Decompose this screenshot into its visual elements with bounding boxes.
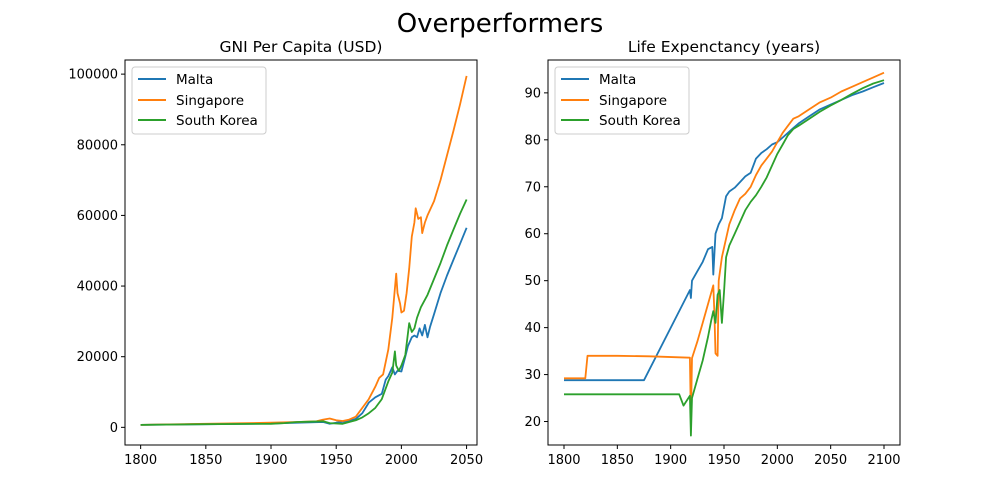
gni-x-tick-label: 2050 [450, 453, 483, 468]
gni-series-south-korea [140, 199, 468, 426]
gni-y-tick-label: 20000 [77, 350, 118, 365]
gni-y-tick-label: 60000 [77, 209, 118, 224]
life-expectancy-y-tick-label: 20 [524, 415, 541, 430]
life-expectancy-y-tick-label: 40 [524, 321, 541, 336]
gni-x-tick-label: 1800 [124, 453, 157, 468]
figure-title: Overperformers [397, 9, 604, 39]
gni-y-tick-label: 100000 [68, 68, 118, 83]
gni-legend-label-south-korea: South Korea [176, 113, 258, 129]
life-expectancy-plot-frame [547, 59, 901, 446]
gni-chart: GNI Per Capita (USD) 1800 1850 1900 1950 200… [68, 38, 483, 468]
life-expectancy-chart-title: Life Expenctancy (years) [628, 38, 820, 56]
gni-plot-frame [124, 59, 478, 446]
gni-series-layer [140, 75, 468, 426]
life-expectancy-y-tick-label: 70 [524, 180, 541, 195]
life-expectancy-y-tick-label: 90 [524, 86, 541, 101]
life-expectancy-x-tick-label: 1900 [654, 453, 687, 468]
life-expectancy-x-tick-label: 2000 [761, 453, 794, 468]
life-expectancy-y-tick-label: 60 [524, 227, 541, 242]
gni-legend: Malta Singapore South Korea [131, 66, 267, 135]
life-expectancy-x-tick-label: 1950 [707, 453, 740, 468]
gni-chart-title: GNI Per Capita (USD) [220, 38, 383, 56]
life-expectancy-x-tick-label: 2100 [867, 453, 900, 468]
life-expectancy-x-axis: 1800 1850 1900 1950 2000 2050 2100 [547, 445, 901, 468]
life-expectancy-legend-label-singapore: Singapore [599, 93, 667, 109]
gni-legend-label-malta: Malta [176, 72, 213, 88]
life-expectancy-legend-label-malta: Malta [599, 72, 636, 88]
gni-x-tick-label: 2000 [385, 453, 418, 468]
gni-legend-box [131, 66, 267, 135]
life-expectancy-legend-box [554, 66, 690, 135]
life-expectancy-y-tick-label: 80 [524, 133, 541, 148]
life-expectancy-series-singapore [564, 71, 885, 421]
gni-x-tick-label: 1900 [254, 453, 287, 468]
gni-x-tick-label: 1950 [320, 453, 353, 468]
gni-y-tick-label: 0 [110, 421, 118, 436]
life-expectancy-chart: Life Expenctancy (years) 1800 1850 1900 195… [524, 38, 900, 468]
gni-legend-label-singapore: Singapore [176, 93, 244, 109]
life-expectancy-x-tick-label: 1800 [547, 453, 580, 468]
life-expectancy-series-malta [564, 82, 885, 382]
life-expectancy-legend: Malta Singapore South Korea [554, 66, 690, 135]
gni-y-tick-label: 40000 [77, 280, 118, 295]
gni-x-axis: 1800 1850 1900 1950 2000 2050 [124, 445, 483, 468]
gni-y-axis: 0 20000 40000 60000 80000 100000 [68, 68, 125, 436]
life-expectancy-series-layer [564, 71, 885, 437]
life-expectancy-series-south-korea [564, 79, 885, 437]
gni-y-tick-label: 80000 [77, 138, 118, 153]
gni-series-singapore [140, 75, 468, 426]
life-expectancy-y-tick-label: 50 [524, 274, 541, 289]
life-expectancy-x-tick-label: 2050 [814, 453, 847, 468]
life-expectancy-x-tick-label: 1850 [601, 453, 634, 468]
gni-x-tick-label: 1850 [189, 453, 222, 468]
life-expectancy-legend-label-south-korea: South Korea [599, 113, 681, 129]
life-expectancy-y-tick-label: 30 [524, 368, 541, 383]
life-expectancy-y-axis: 20 30 40 50 60 70 80 90 [524, 86, 548, 430]
